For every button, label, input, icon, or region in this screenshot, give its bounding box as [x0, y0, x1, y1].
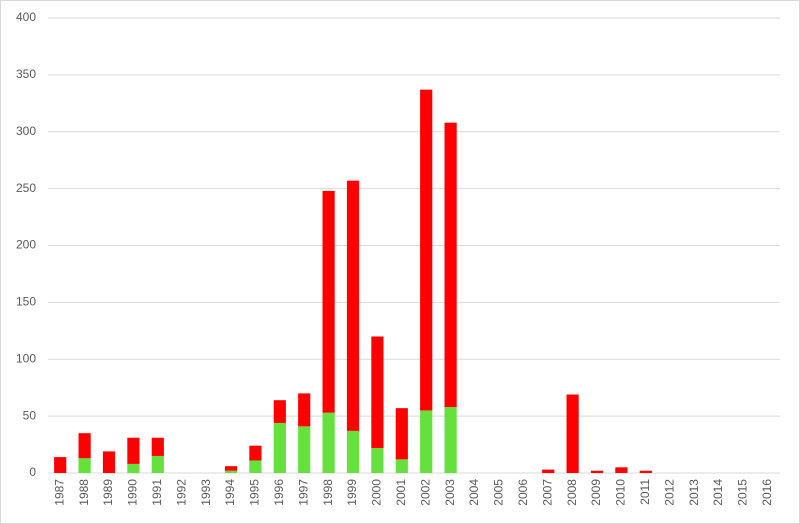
x-tick-label: 1992 — [174, 479, 188, 506]
x-tick-label: 1999 — [345, 479, 359, 506]
x-tick-label: 1997 — [296, 479, 310, 506]
bar-segment — [102, 451, 116, 473]
y-tick-label: 350 — [16, 67, 36, 81]
bar-segment — [127, 437, 140, 464]
x-tick-label: 2003 — [443, 479, 457, 506]
bar-segment — [371, 447, 384, 473]
bar-segment — [322, 190, 335, 413]
bar-segment — [151, 455, 164, 473]
x-tick-label: 2014 — [711, 479, 725, 506]
x-tick-label: 2005 — [492, 479, 506, 506]
bar-segment — [273, 422, 286, 473]
x-tick-label: 2004 — [467, 479, 481, 506]
bar-segment — [322, 412, 335, 473]
x-tick-label: 2011 — [638, 479, 652, 505]
x-tick-label: 2009 — [589, 479, 603, 506]
bar-segment — [151, 437, 164, 456]
x-tick-label: 2008 — [565, 479, 579, 506]
bar-segment — [346, 180, 360, 431]
x-tick-label: 1987 — [52, 479, 66, 506]
x-tick-label: 1998 — [321, 479, 335, 506]
bar-segment — [420, 89, 433, 411]
bar-segment — [444, 122, 457, 408]
bar-segment — [590, 470, 604, 473]
x-tick-label: 2010 — [614, 479, 628, 506]
x-tick-label: 1995 — [248, 479, 262, 506]
y-tick-label: 300 — [16, 124, 36, 138]
bar-segment — [444, 407, 457, 473]
bar-segment — [298, 393, 311, 427]
x-tick-label: 2016 — [760, 479, 774, 506]
bar-segment — [298, 426, 311, 473]
bar-segment — [566, 394, 579, 473]
y-tick-label: 400 — [16, 10, 36, 24]
x-tick-label: 1994 — [223, 479, 237, 506]
bar-segment — [420, 410, 433, 473]
bar-segment — [395, 459, 408, 473]
y-tick-label: 0 — [29, 465, 36, 479]
x-tick-label: 1990 — [126, 479, 140, 506]
x-tick-label: 2012 — [662, 479, 676, 506]
bar-segment — [249, 460, 262, 473]
bar-segment — [639, 470, 652, 473]
x-tick-label: 2006 — [516, 479, 530, 506]
x-tick-label: 2000 — [370, 479, 384, 506]
x-tick-label: 1988 — [77, 479, 91, 506]
x-tick-label: 1993 — [199, 479, 213, 506]
bar-segment — [224, 466, 238, 471]
y-tick-label: 200 — [16, 238, 36, 252]
y-tick-label: 250 — [16, 181, 36, 195]
bar-segment — [224, 470, 238, 473]
bar-segment — [615, 467, 628, 473]
x-tick-label: 2001 — [394, 479, 408, 506]
x-tick-label: 2013 — [687, 479, 701, 506]
x-tick-label: 1989 — [101, 479, 115, 506]
y-tick-label: 100 — [16, 351, 36, 365]
bar-segment — [395, 408, 408, 460]
bar-segment — [273, 400, 286, 423]
bar-segment — [127, 463, 140, 473]
x-tick-label: 2015 — [736, 479, 750, 506]
bar-segment — [371, 336, 384, 448]
x-tick-label: 1991 — [150, 479, 164, 506]
y-tick-label: 150 — [16, 295, 36, 309]
bar-segment — [542, 469, 555, 473]
y-tick-label: 50 — [23, 408, 37, 422]
bar-segment — [249, 445, 262, 461]
x-tick-label: 2007 — [540, 479, 554, 506]
x-tick-label: 1996 — [272, 479, 286, 506]
bar-segment — [78, 433, 91, 459]
bar-segment — [78, 458, 91, 473]
x-tick-label: 2002 — [418, 479, 432, 506]
bar-segment — [346, 430, 360, 473]
bar-segment — [54, 457, 67, 473]
